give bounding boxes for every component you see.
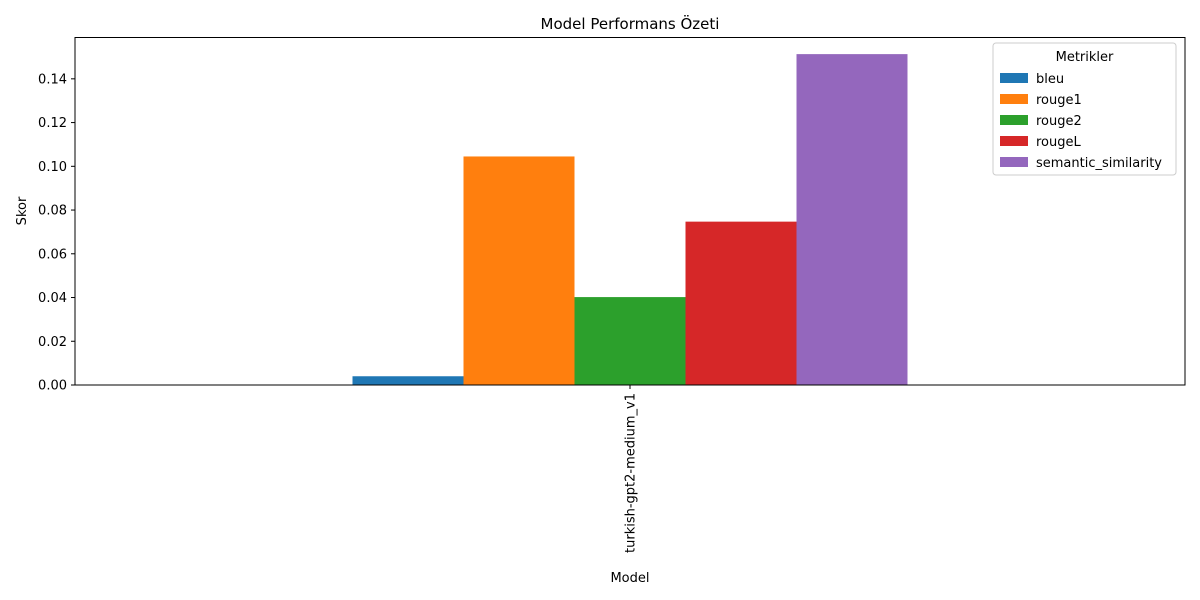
bar-semantic_similarity: [796, 54, 908, 386]
legend-swatch-rouge1: [1000, 94, 1028, 104]
bar-rouge2: [574, 297, 686, 385]
y-tick-label: 0.12: [38, 116, 67, 131]
legend-label-semantic_similarity: semantic_similarity: [1036, 156, 1162, 171]
legend-swatch-rougeL: [1000, 136, 1028, 146]
x-axis-label: Model: [610, 571, 649, 586]
y-axis-ticks: 0.00 0.02 0.04 0.06 0.08 0.10 0.12 0.14: [38, 72, 75, 394]
legend-label-rouge2: rouge2: [1036, 114, 1082, 129]
y-tick-label: 0.10: [38, 160, 67, 175]
legend-swatch-rouge2: [1000, 115, 1028, 125]
y-tick-label: 0.02: [38, 335, 67, 350]
legend-swatch-semantic_similarity: [1000, 157, 1028, 167]
bar-rouge1: [463, 156, 575, 385]
legend-label-bleu: bleu: [1036, 72, 1064, 87]
y-axis-label: Skor: [15, 196, 30, 225]
x-axis-ticks: turkish-gpt2-medium_v1: [624, 385, 639, 553]
y-tick-label: 0.00: [38, 379, 67, 394]
y-tick-label: 0.08: [38, 204, 67, 219]
x-tick-label: turkish-gpt2-medium_v1: [624, 393, 639, 553]
legend: Metrikler bleu rouge1 rouge2 rougeL semantic_…: [992, 42, 1177, 176]
bars-group: [352, 54, 908, 386]
bar-rougeL: [685, 221, 797, 385]
bar-bleu: [352, 376, 464, 385]
y-tick-label: 0.06: [38, 247, 67, 262]
legend-title: Metrikler: [1056, 50, 1114, 65]
legend-swatch-bleu: [1000, 73, 1028, 83]
y-tick-label: 0.14: [38, 72, 67, 87]
y-tick-label: 0.04: [38, 291, 67, 306]
legend-label-rougeL: rougeL: [1036, 135, 1082, 150]
chart-title: Model Performans Özeti: [541, 14, 720, 33]
legend-label-rouge1: rouge1: [1036, 93, 1082, 108]
legend-box: [992, 42, 1177, 176]
